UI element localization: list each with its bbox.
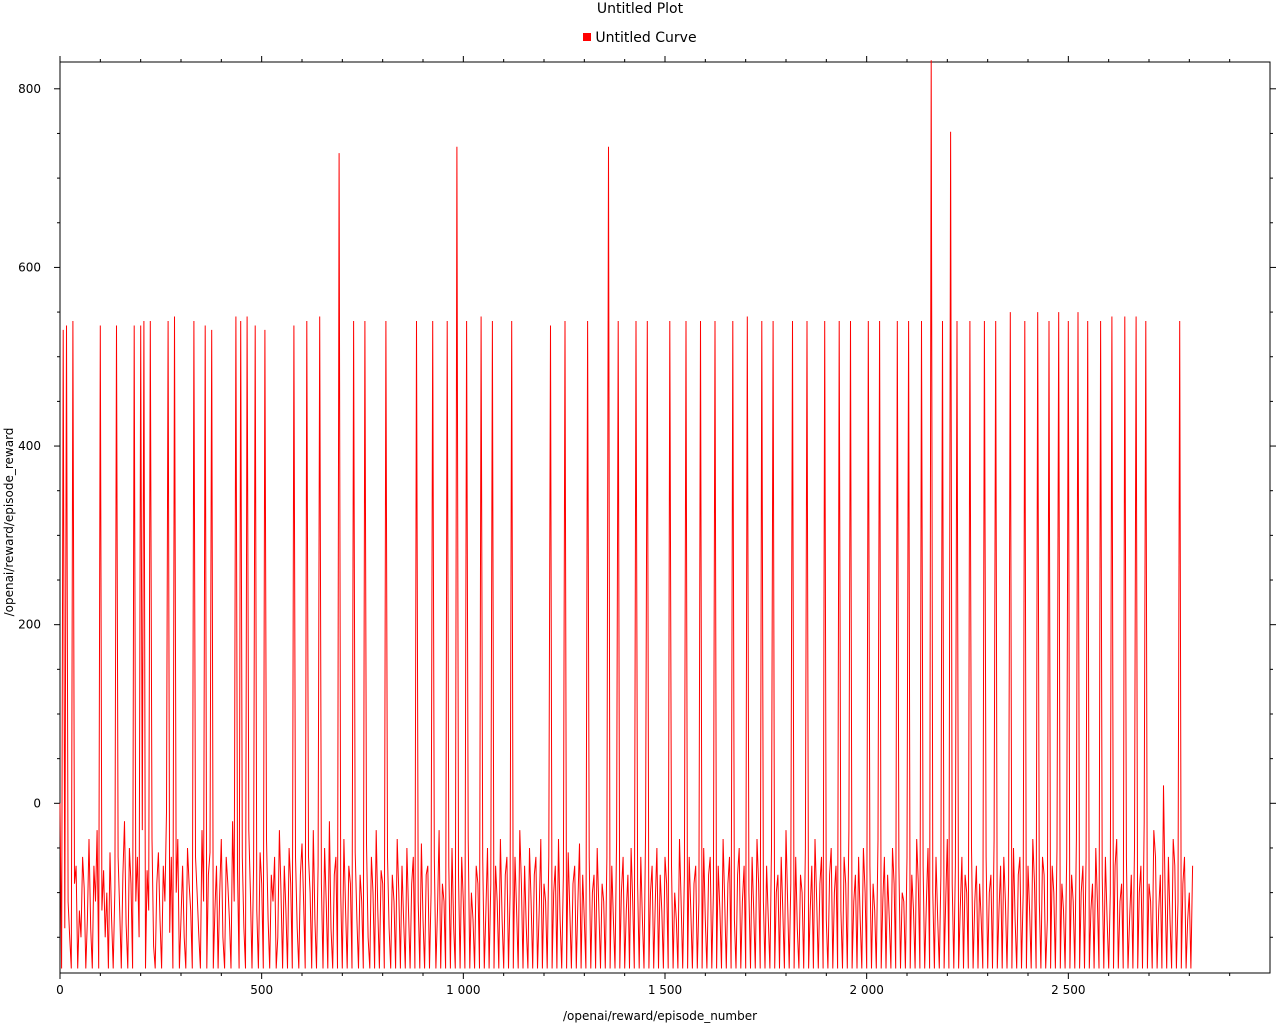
x-tick-label: 0 — [56, 983, 64, 997]
legend-label: Untitled Curve — [595, 30, 697, 46]
x-tick-label: 1 000 — [446, 983, 480, 997]
series-line-untitled-curve — [59, 60, 1194, 969]
x-tick-label: 2 500 — [1051, 983, 1085, 997]
legend-swatch — [583, 33, 592, 41]
x-tick-label: 500 — [250, 983, 273, 997]
x-tick-label: 2 000 — [849, 983, 883, 997]
y-tick-label: 400 — [18, 439, 41, 453]
chart-title: Untitled Plot — [596, 1, 684, 17]
y-axis-title: /openai/reward/episode_reward — [2, 428, 16, 617]
axis-ticks — [54, 56, 1276, 979]
y-tick-label: 800 — [18, 82, 41, 96]
x-axis-title: /openai/reward/episode_number — [563, 1009, 757, 1023]
y-tick-label: 0 — [33, 796, 41, 810]
x-tick-label: 1 500 — [648, 983, 682, 997]
legend: Untitled Curve — [0, 30, 1280, 46]
y-tick-label: 600 — [18, 260, 41, 274]
tick-labels: 0 500 1 000 1 500 2 000 2 500 0 200 400 600 800 — [18, 82, 1085, 997]
y-tick-label: 200 — [18, 618, 41, 632]
